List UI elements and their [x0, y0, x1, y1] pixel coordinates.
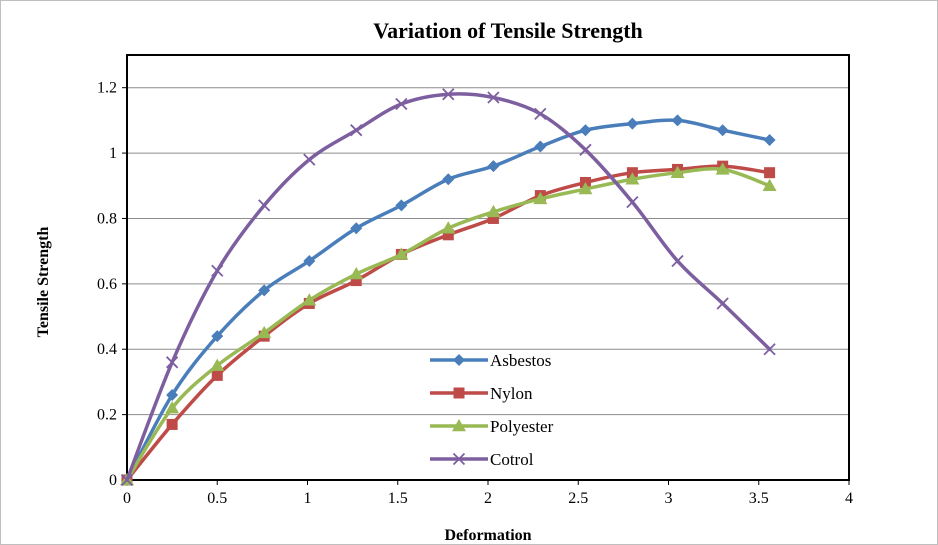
data-point	[350, 124, 363, 137]
y-axis-title: Tensile Strength	[35, 227, 52, 338]
data-point	[534, 107, 547, 120]
y-tick-label: 1	[109, 145, 117, 162]
x-tick-label: 0	[123, 490, 131, 507]
y-axis-ticks: 0 0.2 0.4 0.6 0.8 1 1.2	[97, 80, 127, 489]
data-point	[442, 229, 454, 241]
legend-marker	[453, 354, 465, 366]
data-point	[210, 358, 225, 371]
x-tick-label: 1	[304, 490, 312, 507]
legend-marker	[452, 419, 466, 432]
data-point	[578, 182, 593, 195]
data-point	[763, 134, 776, 146]
y-tick-label: 0.8	[97, 210, 117, 227]
legend-label: Cotrol	[490, 450, 534, 469]
legend-item-cotrol: Cotrol	[430, 450, 534, 469]
data-point	[395, 199, 408, 212]
data-point	[487, 160, 500, 173]
x-tick-label: 3	[665, 490, 673, 507]
data-point	[350, 222, 363, 235]
data-point	[394, 247, 409, 260]
legend-item-polyester: Polyester	[430, 417, 554, 436]
y-tick-label: 0	[109, 472, 117, 489]
data-point	[302, 293, 317, 306]
y-tick-label: 0.2	[97, 407, 117, 424]
data-point	[670, 165, 685, 178]
data-point	[715, 162, 730, 175]
legend-label: Asbestos	[490, 351, 551, 370]
x-tick-label: 1.5	[388, 490, 408, 507]
x-tick-label: 4	[845, 490, 853, 507]
data-point	[120, 473, 134, 487]
data-point	[165, 356, 179, 369]
legend-label: Polyester	[490, 417, 554, 436]
data-point	[716, 124, 729, 137]
legend: Asbestos Nylon Polyester Cotrol	[430, 351, 554, 469]
x-tick-label: 2.5	[568, 490, 588, 507]
data-point	[211, 330, 224, 343]
data-point	[258, 199, 271, 212]
legend-label: Nylon	[490, 384, 533, 403]
data-point	[349, 267, 364, 280]
series-polyester	[120, 162, 777, 486]
data-point	[165, 401, 180, 414]
data-point	[441, 221, 456, 234]
series-group	[120, 88, 777, 487]
data-point	[534, 140, 547, 153]
data-point	[762, 178, 777, 192]
data-point	[579, 124, 592, 137]
data-point	[626, 117, 639, 130]
y-tick-label: 1.2	[97, 80, 117, 97]
data-point	[579, 143, 592, 156]
data-point	[257, 325, 272, 339]
legend-item-nylon: Nylon	[430, 384, 533, 403]
x-tick-label: 3.5	[749, 490, 769, 507]
data-point	[303, 153, 316, 166]
x-tick-label: 0.5	[207, 490, 227, 507]
data-point	[211, 369, 223, 381]
data-point	[442, 88, 455, 101]
data-point	[626, 195, 639, 209]
legend-marker	[453, 387, 465, 399]
data-point	[166, 418, 178, 430]
data-point	[764, 167, 776, 179]
data-point	[395, 97, 408, 111]
data-point	[716, 297, 729, 310]
x-axis-title: Deformation	[444, 527, 531, 544]
data-point	[533, 191, 548, 205]
data-point	[486, 204, 501, 218]
y-tick-label: 0.6	[97, 276, 117, 293]
series-cotrol	[120, 88, 776, 487]
legend-marker	[452, 452, 466, 466]
data-point	[487, 91, 500, 104]
series-line	[125, 92, 772, 482]
data-point	[350, 275, 362, 287]
data-point	[671, 114, 684, 127]
data-point	[763, 343, 776, 356]
data-point	[671, 254, 684, 268]
data-point	[211, 264, 224, 277]
data-point	[166, 389, 179, 401]
x-tick-label: 2	[484, 490, 492, 507]
data-point	[442, 173, 455, 186]
data-point	[487, 212, 499, 224]
data-point	[258, 284, 271, 297]
chart-title: Variation of Tensile Strength	[373, 18, 643, 43]
data-point	[625, 172, 640, 185]
y-tick-label: 0.4	[97, 341, 117, 358]
data-point	[303, 254, 316, 267]
legend-item-asbestos: Asbestos	[430, 351, 551, 370]
